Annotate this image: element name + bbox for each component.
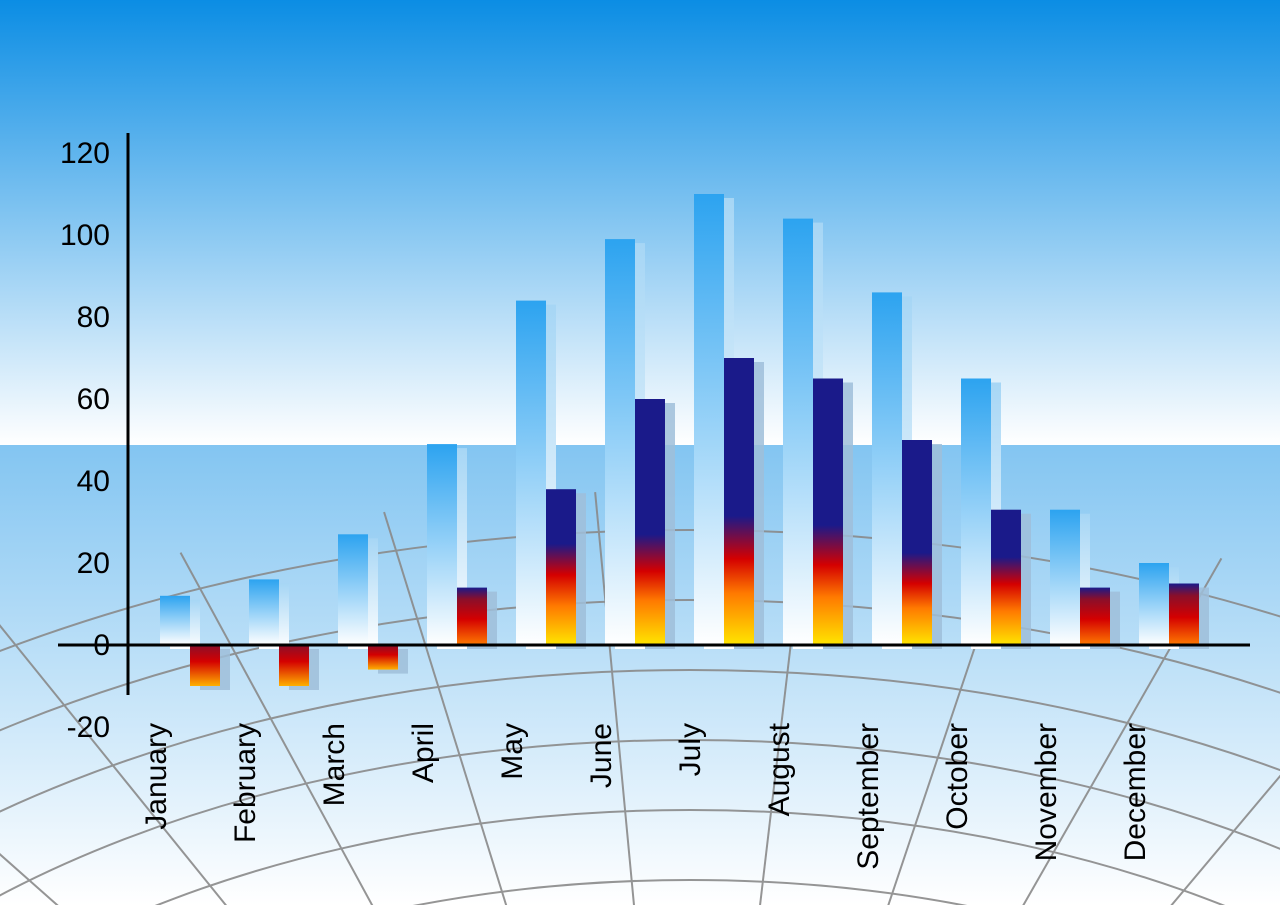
bar-series2	[724, 358, 754, 645]
bar-series1	[694, 194, 724, 645]
y-tick-label: 20	[77, 547, 110, 580]
x-tick-label: November	[1030, 723, 1063, 861]
bar-series2	[190, 645, 220, 686]
x-tick-label: May	[496, 723, 529, 780]
bar-series1	[516, 301, 546, 645]
bar-series2	[546, 489, 576, 645]
x-tick-label: March	[318, 723, 351, 806]
y-tick-label: 40	[77, 465, 110, 498]
bar-series1	[1139, 563, 1169, 645]
chart-container: -20 0 20 40 60 80 100 120 January February March A…	[0, 0, 1280, 905]
bar-series1	[961, 379, 991, 646]
bar-series2	[902, 440, 932, 645]
x-tick-label: April	[407, 723, 440, 783]
y-tick-label: -20	[67, 711, 110, 744]
bar-series1	[1050, 510, 1080, 645]
chart-svg: -20 0 20 40 60 80 100 120 January February March A…	[0, 0, 1280, 905]
bar-series2	[991, 510, 1021, 645]
bar-series2	[279, 645, 309, 686]
x-tick-label: July	[674, 723, 707, 776]
bar-series2	[635, 399, 665, 645]
y-tick-label: 120	[60, 137, 110, 170]
bar-series1	[872, 292, 902, 645]
bar-series2	[813, 379, 843, 646]
bar-series2	[1080, 588, 1110, 645]
x-tick-label: January	[140, 723, 173, 830]
x-tick-label: August	[763, 722, 796, 816]
bar-series1	[427, 444, 457, 645]
bar-series2	[457, 588, 487, 645]
bar-series1	[249, 579, 279, 645]
bar-series1	[783, 219, 813, 645]
y-tick-label: 0	[93, 629, 110, 662]
y-tick-label: 100	[60, 219, 110, 252]
y-tick-label: 60	[77, 383, 110, 416]
bar-series1	[160, 596, 190, 645]
bar-series1	[605, 239, 635, 645]
x-tick-label: June	[585, 723, 618, 788]
bar-series2	[368, 645, 398, 670]
y-tick-label: 80	[77, 301, 110, 334]
bar-series1	[338, 534, 368, 645]
x-tick-label: October	[941, 723, 974, 830]
x-tick-label: December	[1119, 723, 1152, 861]
x-tick-label: September	[852, 723, 885, 870]
bar-series2	[1169, 584, 1199, 646]
x-tick-label: February	[229, 723, 262, 843]
